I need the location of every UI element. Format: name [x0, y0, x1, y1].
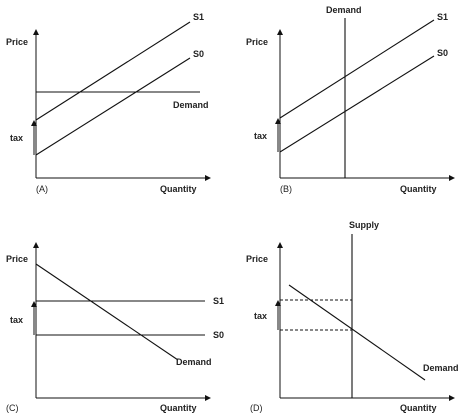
panel-d-id-label: (D) [250, 403, 263, 413]
panel-a-id-label: (A) [36, 184, 48, 194]
panel-c-s0-label: S0 [213, 330, 224, 340]
panel-d-quantity-label: Quantity [400, 403, 437, 413]
panel-b-tax-label: tax [254, 131, 267, 141]
panel-c-price-label: Price [6, 254, 28, 264]
panel-a-price-label: Price [6, 37, 28, 47]
panel-b-quantity-label: Quantity [400, 184, 437, 194]
panel-b-s0-line [279, 55, 435, 153]
panel-d: Price Quantity (D) Supply Demand tax [246, 220, 459, 413]
panel-b-price-label: Price [246, 37, 268, 47]
panel-d-supply-label: Supply [349, 220, 379, 230]
panel-c-s1-label: S1 [213, 296, 224, 306]
panel-d-price-label: Price [246, 254, 268, 264]
panel-a-s0-line [35, 57, 191, 156]
panel-b-s1-line [279, 19, 435, 119]
panel-a-tax-label: tax [10, 133, 23, 143]
panel-c-tax-label: tax [10, 315, 23, 325]
panel-a-quantity-label: Quantity [160, 184, 197, 194]
panel-b-demand-label: Demand [326, 5, 362, 15]
panel-d-demand-line [288, 284, 426, 381]
panel-b: Price Quantity (B) Demand S1 S0 tax [246, 5, 455, 194]
panel-a-demand-label: Demand [173, 100, 209, 110]
panel-b-s0-label: S0 [437, 48, 448, 58]
panel-c: Price Quantity (C) Demand S1 S0 tax [6, 242, 224, 413]
panel-a: Price Quantity (A) Demand S1 S0 tax [6, 12, 211, 194]
panel-c-id-label: (C) [6, 403, 19, 413]
panel-c-demand-label: Demand [176, 357, 212, 367]
panel-b-id-label: (B) [280, 184, 292, 194]
panel-a-s1-label: S1 [193, 12, 204, 22]
panel-a-s1-line [35, 21, 191, 121]
panel-c-quantity-label: Quantity [160, 403, 197, 413]
panel-d-tax-label: tax [254, 311, 267, 321]
panel-d-demand-label: Demand [423, 363, 459, 373]
panel-a-s0-label: S0 [193, 49, 204, 59]
panel-b-s1-label: S1 [437, 12, 448, 22]
panel-c-demand-line [35, 263, 179, 361]
